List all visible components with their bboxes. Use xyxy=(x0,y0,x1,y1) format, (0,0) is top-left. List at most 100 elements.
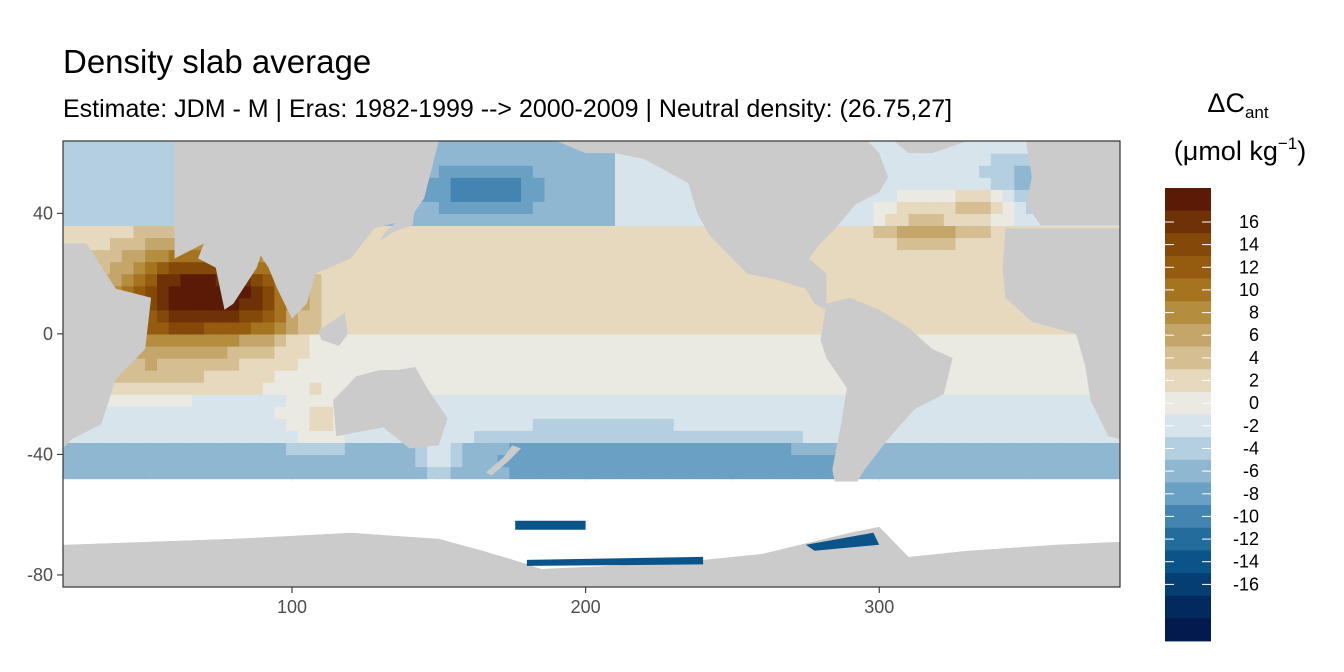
chart-title: Density slab average xyxy=(63,43,371,80)
ocean-cell xyxy=(215,370,228,383)
ocean-cell xyxy=(462,165,475,178)
ocean-cell xyxy=(744,285,757,299)
ocean-cell xyxy=(427,466,440,480)
ocean-cell xyxy=(203,297,217,311)
ocean-cell xyxy=(955,213,968,226)
ocean-cell xyxy=(662,394,675,407)
legend-swatch xyxy=(1165,482,1211,506)
ocean-cell xyxy=(955,261,968,275)
ocean-cell xyxy=(532,406,546,419)
ocean-cell xyxy=(791,321,804,335)
ocean-cell xyxy=(708,297,722,311)
ocean-cell xyxy=(474,273,487,287)
ocean-cell xyxy=(638,333,651,347)
ocean-cell xyxy=(192,466,205,480)
ocean-cell xyxy=(732,297,745,311)
ocean-cell xyxy=(474,466,487,480)
ocean-cell xyxy=(438,189,452,202)
ocean-cell xyxy=(157,430,170,443)
ocean-cell xyxy=(98,442,111,456)
legend-label: 16 xyxy=(1239,212,1259,232)
ocean-cell xyxy=(1061,454,1074,468)
ocean-cell xyxy=(920,261,933,275)
ocean-cell xyxy=(110,201,123,214)
ocean-cell xyxy=(568,309,581,323)
ocean-cell xyxy=(297,333,311,347)
land-asia xyxy=(174,141,439,319)
ocean-cell xyxy=(638,189,651,202)
ocean-cell xyxy=(532,297,546,311)
ocean-cell xyxy=(556,442,569,456)
ocean-cell xyxy=(638,249,651,263)
ocean-cell xyxy=(979,261,992,275)
ocean-cell xyxy=(662,177,675,190)
ocean-cell xyxy=(943,406,957,419)
ocean-cell xyxy=(485,358,499,371)
ocean-cell xyxy=(391,321,405,335)
ocean-cell xyxy=(262,321,275,335)
ocean-cell xyxy=(943,225,957,239)
ocean-cell xyxy=(227,418,240,431)
ocean-cell xyxy=(849,225,863,239)
ocean-cell xyxy=(157,297,170,311)
ocean-cell xyxy=(615,321,628,335)
ocean-cell xyxy=(509,153,522,166)
ocean-cell xyxy=(1002,370,1015,383)
ocean-cell xyxy=(391,358,405,371)
ocean-cell xyxy=(297,442,311,456)
ocean-cell xyxy=(250,442,264,456)
ocean-cell xyxy=(1073,466,1086,480)
ocean-cell xyxy=(662,370,675,383)
ocean-cell xyxy=(967,418,980,431)
ocean-cell xyxy=(344,333,358,347)
ocean-cell xyxy=(215,406,228,419)
ocean-cell xyxy=(521,358,534,371)
ocean-cell xyxy=(708,418,722,431)
ocean-cell xyxy=(802,394,816,407)
ocean-cell xyxy=(438,394,452,407)
ocean-cell xyxy=(955,382,968,395)
ocean-cell xyxy=(814,406,827,419)
ocean-cell xyxy=(920,297,933,311)
ocean-cell xyxy=(896,285,910,299)
ocean-cell xyxy=(932,418,945,431)
ocean-cell xyxy=(474,382,487,395)
ocean-cell xyxy=(192,358,205,371)
ocean-cell xyxy=(990,418,1004,431)
ocean-cell xyxy=(133,273,146,287)
ocean-cell xyxy=(755,297,769,311)
ocean-cell xyxy=(603,177,616,190)
ocean-cell xyxy=(662,213,675,226)
ocean-cell xyxy=(990,333,1004,347)
ocean-cell xyxy=(673,370,686,383)
ocean-cell xyxy=(990,261,1004,275)
ocean-cell xyxy=(509,358,522,371)
ocean-cell xyxy=(391,261,405,275)
ocean-cell xyxy=(885,454,898,468)
ocean-cell xyxy=(474,370,487,383)
ocean-cell xyxy=(356,430,369,443)
ocean-cell xyxy=(650,454,663,468)
ocean-cell xyxy=(896,153,910,166)
ocean-cell xyxy=(450,237,463,251)
ocean-cell xyxy=(1002,466,1015,480)
ocean-cell xyxy=(227,370,240,383)
ocean-cell xyxy=(145,273,158,287)
ocean-cell xyxy=(943,285,957,299)
ocean-cell xyxy=(544,249,557,263)
ocean-cell xyxy=(943,273,957,287)
ocean-cell xyxy=(532,237,546,251)
ocean-cell xyxy=(967,273,980,287)
ocean-cell xyxy=(110,225,123,239)
ocean-cell xyxy=(814,358,827,371)
ocean-cell xyxy=(662,225,675,239)
ocean-cell xyxy=(145,225,158,239)
ocean-cell xyxy=(849,285,863,299)
ocean-cell xyxy=(215,454,228,468)
panel-border xyxy=(62,140,1121,588)
ocean-cell xyxy=(521,285,534,299)
ocean-cell xyxy=(920,189,933,202)
ocean-cell xyxy=(462,225,475,239)
ocean-cell xyxy=(579,333,593,347)
ocean-cell xyxy=(967,177,980,190)
